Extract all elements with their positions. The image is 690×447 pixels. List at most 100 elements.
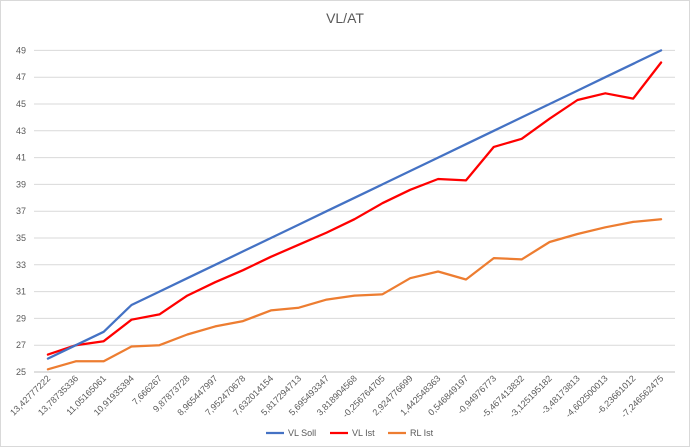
data-point-vl-soll [242,250,244,252]
data-point-rl-ist [242,320,244,322]
data-point-vl-soll [270,237,272,239]
data-point-rl-ist [130,345,132,347]
data-point-vl-soll [158,291,160,293]
y-tick-label: 37 [16,206,26,216]
data-point-vl-ist [548,118,550,120]
legend[interactable]: VL Soll VL Ist RL Ist [266,428,434,438]
data-point-vl-soll [298,224,300,226]
data-point-vl-soll [660,49,662,51]
data-point-rl-ist [158,344,160,346]
data-point-vl-soll [381,183,383,185]
data-point-rl-ist [47,368,49,370]
data-point-vl-soll [576,90,578,92]
y-tick-label: 43 [16,126,26,136]
data-point-vl-soll [214,264,216,266]
data-point-vl-soll [465,143,467,145]
data-point-vl-ist [381,202,383,204]
data-point-rl-ist [298,307,300,309]
series-line-rl-ist[interactable] [46,218,663,371]
data-point-rl-ist [326,299,328,301]
y-tick-label: 29 [16,313,26,323]
data-point-vl-ist [576,99,578,101]
y-tick-label: 33 [16,260,26,270]
chart-title: VL/AT [326,10,364,26]
data-point-vl-soll [521,116,523,118]
data-point-rl-ist [214,325,216,327]
data-point-vl-soll [493,130,495,132]
series-lines [46,49,663,371]
data-point-vl-soll [604,76,606,78]
data-point-rl-ist [353,295,355,297]
data-point-vl-ist [270,256,272,258]
data-point-rl-ist [521,258,523,260]
legend-item-vl-ist[interactable]: VL Ist [330,428,375,438]
series-line-vl-soll[interactable] [46,49,663,360]
data-point-vl-ist [465,179,467,181]
y-tick-label: 45 [16,99,26,109]
data-point-vl-soll [47,358,49,360]
data-point-vl-soll [186,277,188,279]
data-point-rl-ist [409,277,411,279]
data-point-vl-soll [437,157,439,159]
y-axis-ticks: 25 27 29 31 33 35 37 39 41 43 45 47 49 [16,45,26,377]
y-tick-label: 47 [16,72,26,82]
data-point-vl-ist [353,218,355,220]
data-point-rl-ist [437,270,439,272]
data-point-vl-ist [493,146,495,148]
y-tick-label: 49 [16,45,26,55]
data-point-vl-ist [298,244,300,246]
data-point-rl-ist [493,257,495,259]
data-point-vl-ist [632,98,634,100]
data-point-rl-ist [186,333,188,335]
data-point-rl-ist [465,278,467,280]
data-point-vl-ist [409,189,411,191]
data-point-rl-ist [270,309,272,311]
legend-label: RL Ist [410,428,434,438]
series-line-vl-ist[interactable] [46,61,663,356]
data-point-vl-ist [214,281,216,283]
data-point-vl-ist [130,319,132,321]
y-tick-label: 25 [16,367,26,377]
data-point-rl-ist [660,218,662,220]
series-rl-ist [46,218,663,371]
data-point-vl-ist [437,178,439,180]
data-point-vl-soll [632,63,634,65]
data-point-vl-soll [326,210,328,212]
data-point-rl-ist [75,360,77,362]
data-point-rl-ist [381,293,383,295]
series-vl-soll [46,49,663,360]
legend-item-vl-soll[interactable]: VL Soll [266,428,316,438]
data-point-vl-soll [75,344,77,346]
y-tick-label: 39 [16,179,26,189]
data-point-vl-soll [353,197,355,199]
data-point-vl-ist [158,313,160,315]
data-point-vl-soll [103,331,105,333]
data-point-vl-ist [326,232,328,234]
data-point-rl-ist [604,226,606,228]
legend-item-rl-ist[interactable]: RL Ist [388,428,434,438]
data-point-vl-soll [409,170,411,172]
data-point-rl-ist [548,241,550,243]
data-point-vl-ist [242,269,244,271]
data-point-rl-ist [103,360,105,362]
data-point-vl-ist [521,138,523,140]
y-tick-label: 27 [16,340,26,350]
series-vl-ist [46,61,663,356]
y-tick-label: 31 [16,287,26,297]
data-point-vl-ist [103,340,105,342]
data-point-vl-ist [660,61,662,63]
y-tick-label: 35 [16,233,26,243]
legend-label: VL Soll [288,428,316,438]
data-point-vl-soll [130,304,132,306]
legend-label: VL Ist [352,428,375,438]
data-point-rl-ist [632,221,634,223]
x-axis-ticks: 13,4277722213,7873533611,0516506110,9193… [8,371,675,420]
y-tick-label: 41 [16,153,26,163]
data-point-rl-ist [576,233,578,235]
data-point-vl-ist [186,295,188,297]
data-point-vl-ist [47,353,49,355]
data-point-vl-soll [548,103,550,105]
data-point-vl-ist [604,92,606,94]
